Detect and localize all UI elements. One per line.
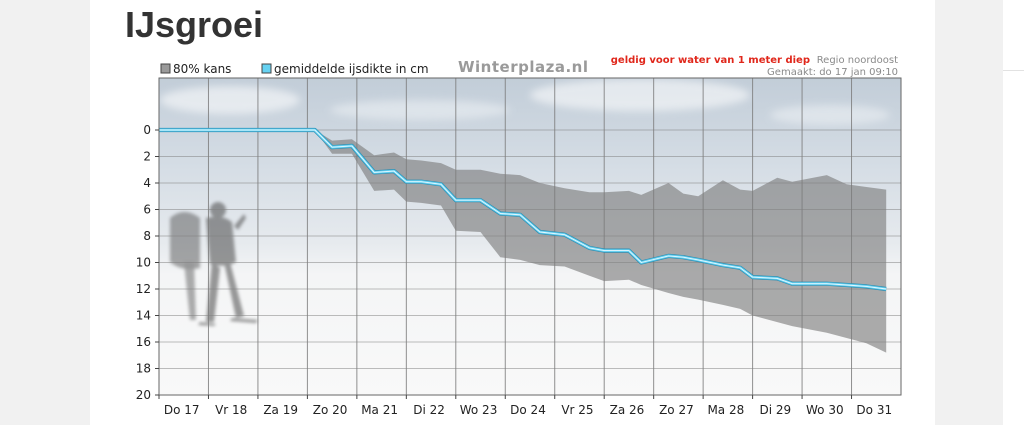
skater-silhouette bbox=[170, 202, 258, 326]
x-tick-label: Vr 25 bbox=[561, 403, 593, 417]
validity-note: geldig voor water van 1 meter diep bbox=[611, 55, 810, 66]
page-title: IJsgroei bbox=[125, 4, 264, 45]
grid-layer bbox=[159, 78, 901, 396]
x-tick-label: Wo 30 bbox=[806, 403, 844, 417]
x-tick-label: Do 31 bbox=[856, 403, 892, 417]
x-axis: Do 17 Vr 18 Za 19 Zo 20 Ma 21 Di 22 Wo 23 Do 24… bbox=[158, 395, 892, 417]
y-tick-label: 18 bbox=[136, 362, 151, 376]
x-tick-label: Ma 28 bbox=[707, 403, 744, 417]
band-80-percent bbox=[159, 130, 887, 353]
x-tick-label: Za 26 bbox=[610, 403, 645, 417]
x-tick-label: Vr 18 bbox=[215, 403, 247, 417]
x-tick-label: Wo 23 bbox=[460, 403, 498, 417]
region-label: Regio noordoost bbox=[817, 55, 898, 66]
legend-label-mean: gemiddelde ijsdikte in cm bbox=[274, 62, 429, 76]
right-panel-edge bbox=[1003, 0, 1024, 425]
y-tick-label: 20 bbox=[136, 388, 151, 402]
y-axis: 0 2 4 6 8 10 12 14 16 18 20 bbox=[136, 123, 159, 402]
watermark: Winterplaza.nl bbox=[458, 58, 588, 76]
y-tick-label: 0 bbox=[143, 123, 151, 137]
y-tick-label: 8 bbox=[143, 229, 151, 243]
background-clouds bbox=[160, 79, 890, 125]
legend-label-band: 80% kans bbox=[173, 62, 231, 76]
y-tick-label: 12 bbox=[136, 282, 151, 296]
y-tick-label: 14 bbox=[136, 309, 151, 323]
x-tick-label: Zo 20 bbox=[313, 403, 348, 417]
y-tick-label: 16 bbox=[136, 335, 151, 349]
x-tick-label: Di 22 bbox=[413, 403, 445, 417]
legend-swatch-band bbox=[160, 63, 171, 74]
x-tick-label: Zo 27 bbox=[659, 403, 694, 417]
x-tick-label: Za 19 bbox=[263, 403, 298, 417]
made-timestamp: Gemaakt: do 17 jan 09:10 bbox=[767, 67, 898, 78]
y-tick-label: 2 bbox=[143, 150, 151, 164]
y-tick-label: 10 bbox=[136, 256, 151, 270]
x-tick-label: Di 29 bbox=[759, 403, 791, 417]
y-tick-label: 6 bbox=[143, 203, 151, 217]
x-tick-label: Do 24 bbox=[510, 403, 546, 417]
y-tick-label: 4 bbox=[143, 176, 151, 190]
line-layer bbox=[159, 127, 887, 292]
legend: 80% kans gemiddelde ijsdikte in cm bbox=[160, 62, 429, 76]
band-layer bbox=[159, 130, 887, 353]
x-tick-label: Ma 21 bbox=[361, 403, 398, 417]
x-tick-label: Do 17 bbox=[164, 403, 200, 417]
legend-swatch-mean bbox=[261, 63, 272, 74]
mean-line-highlight bbox=[159, 129, 887, 290]
